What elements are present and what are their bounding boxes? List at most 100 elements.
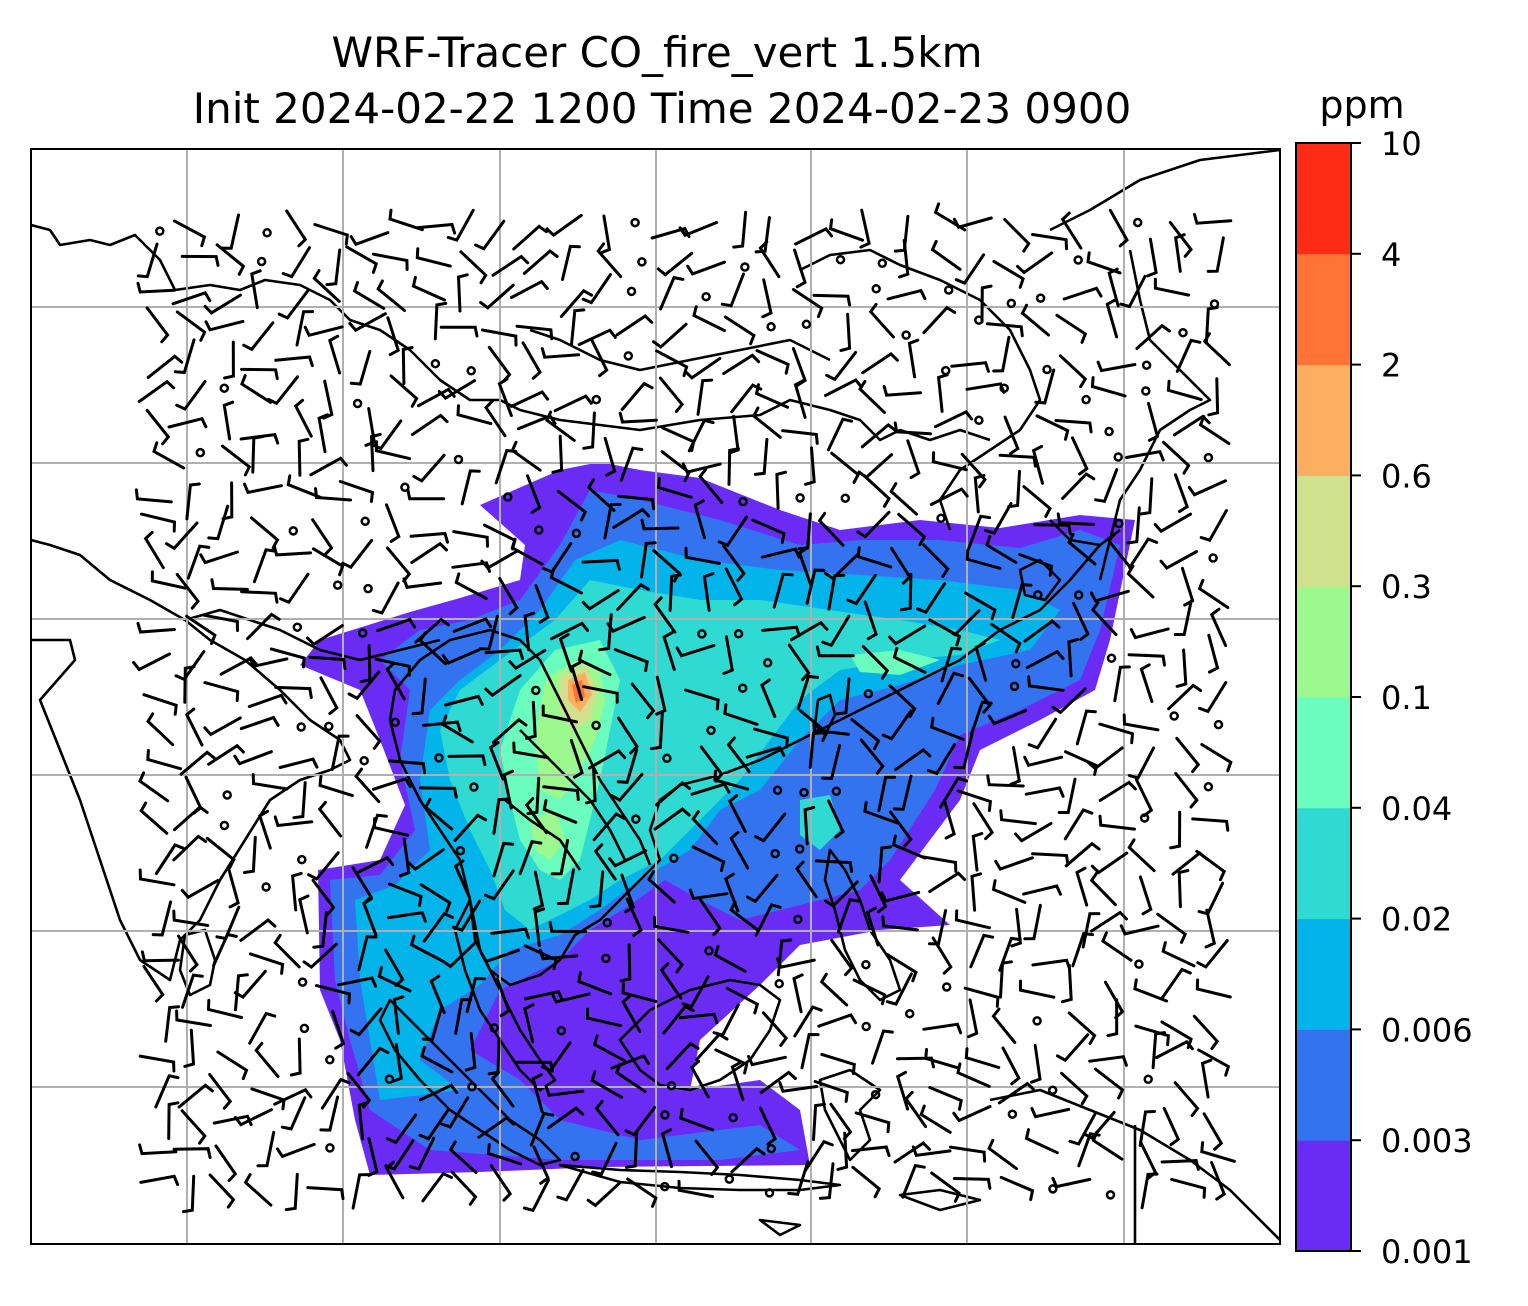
calm-wind-marker	[764, 1188, 775, 1198]
wind-barb	[662, 1004, 695, 1035]
calm-wind-marker	[363, 583, 373, 594]
calm-wind-marker	[794, 844, 805, 854]
wind-barb	[892, 774, 913, 811]
calm-wind-marker	[762, 658, 773, 668]
wind-barb	[303, 325, 344, 338]
wind-barb	[526, 474, 542, 514]
wind-barb	[199, 550, 239, 565]
wind-barb	[826, 417, 854, 452]
wind-barb	[165, 521, 199, 551]
wind-barb	[793, 379, 807, 419]
wind-barb	[297, 437, 310, 477]
wind-barb	[759, 1070, 797, 1094]
wind-barb	[252, 548, 277, 584]
wind-barb	[330, 734, 350, 771]
wind-barb	[613, 648, 649, 673]
wind-barb	[846, 573, 877, 606]
wind-barb	[1159, 550, 1199, 570]
wind-barb	[656, 251, 694, 277]
wind-barb	[239, 715, 280, 731]
calm-wind-marker	[430, 358, 441, 369]
calm-wind-marker	[591, 720, 601, 731]
wind-barb	[652, 322, 688, 349]
wind-barb	[550, 838, 570, 876]
wind-barb	[542, 799, 578, 824]
concentration-field	[300, 462, 1135, 1175]
wind-barb	[542, 785, 580, 802]
wind-barb	[729, 900, 760, 932]
wind-barb	[888, 810, 913, 848]
wind-barb	[987, 1138, 1018, 1171]
wind-barb	[384, 948, 405, 987]
wind-barb	[419, 883, 452, 913]
wind-barb	[202, 613, 239, 632]
wind-barb	[1133, 978, 1169, 1003]
wind-barb	[775, 470, 788, 510]
wind-barb	[545, 213, 583, 238]
wind-barb	[760, 678, 777, 718]
wind-barb	[1033, 523, 1072, 536]
calm-wind-marker	[390, 717, 400, 728]
wind-barb	[881, 709, 913, 741]
wind-barb	[456, 404, 493, 426]
wind-barb	[139, 801, 169, 835]
wind-barb	[312, 911, 328, 949]
wind-barb	[581, 558, 621, 571]
wind-barb	[411, 677, 427, 716]
calm-wind-marker	[1104, 426, 1114, 437]
wind-barb	[745, 745, 786, 759]
wind-barb	[1174, 771, 1199, 809]
wind-barb	[969, 700, 993, 736]
wind-barb	[274, 685, 313, 699]
wind-barb	[240, 367, 279, 381]
wind-barb	[985, 535, 1018, 564]
wind-barb	[1124, 450, 1165, 462]
wind-barb	[612, 507, 651, 529]
calm-wind-marker	[733, 629, 744, 639]
wind-barb	[754, 383, 790, 409]
wind-barb	[928, 618, 962, 647]
wind-barb	[1134, 1024, 1171, 1047]
wind-barb	[1151, 1031, 1167, 1070]
wind-barb	[1064, 841, 1101, 868]
wind-barb	[1051, 687, 1087, 715]
wind-barb	[521, 341, 542, 380]
wind-barb	[298, 894, 310, 935]
wind-barb	[411, 413, 449, 436]
wind-barb	[1075, 866, 1089, 907]
wind-barb	[549, 567, 584, 595]
wind-barb	[208, 1173, 236, 1209]
wind-barb	[523, 611, 536, 652]
coastline-timor	[758, 1188, 982, 1237]
wind-barb	[679, 1107, 715, 1132]
colorbar-band-9	[1296, 143, 1351, 255]
wind-barb	[1166, 379, 1203, 401]
calm-wind-marker	[1134, 959, 1144, 969]
wind-barb	[484, 674, 522, 698]
wind-barb	[214, 1144, 238, 1182]
wind-barb	[885, 952, 918, 983]
wind-barb	[553, 394, 593, 413]
wind-barb	[451, 899, 482, 933]
calm-wind-marker	[222, 790, 232, 800]
wind-barb	[154, 1074, 180, 1109]
wind-barb	[814, 859, 854, 873]
calm-wind-marker	[1048, 1184, 1058, 1194]
wind-barb	[356, 1046, 390, 1077]
wind-barb	[804, 446, 816, 486]
wind-barb	[1098, 722, 1135, 745]
wind-barb	[142, 693, 178, 716]
wind-barb	[1089, 589, 1130, 603]
wind-barb	[956, 789, 993, 812]
wind-barb	[386, 316, 401, 357]
calm-wind-marker	[871, 284, 881, 294]
wind-barb	[745, 873, 779, 904]
calm-wind-marker	[256, 256, 267, 267]
calm-wind-marker	[297, 977, 308, 987]
wind-barb	[306, 624, 344, 647]
wind-barb	[881, 915, 919, 932]
wind-barb	[1090, 376, 1127, 398]
wind-barb	[480, 549, 519, 570]
wind-barb	[825, 350, 858, 382]
wind-barb	[240, 590, 279, 604]
